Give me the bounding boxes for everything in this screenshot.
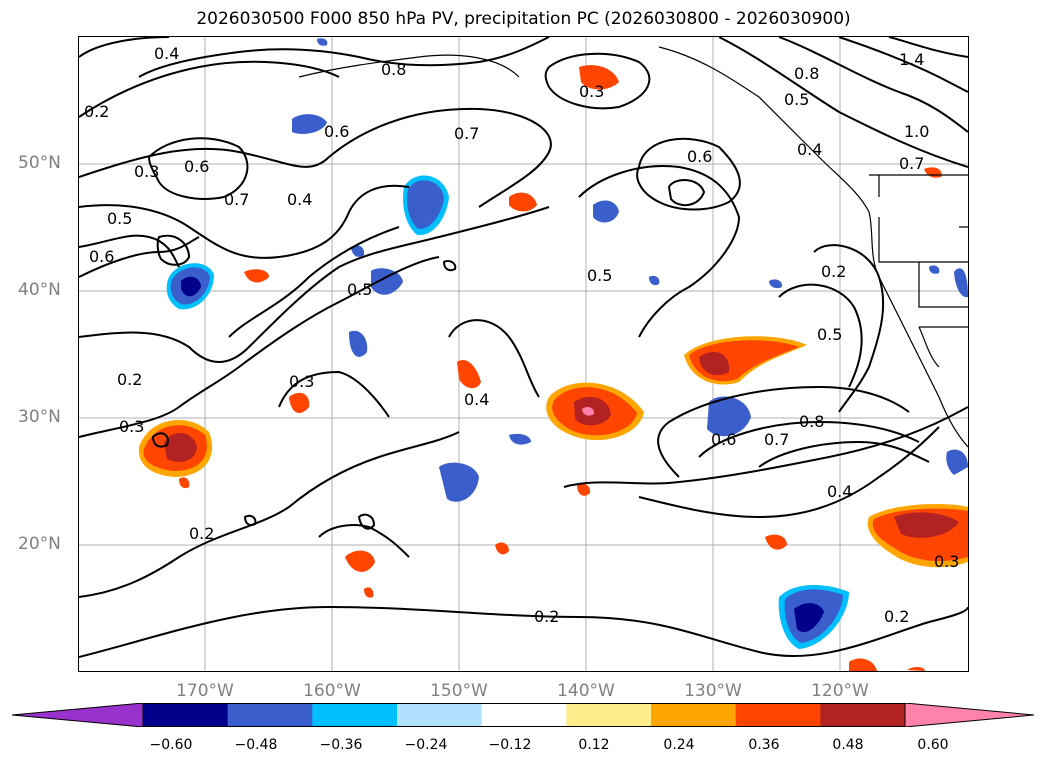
contour-label: 0.4	[797, 140, 822, 159]
contour-label: 0.4	[464, 390, 489, 409]
colorbar-segment	[651, 703, 737, 727]
colorbar-tick: −0.36	[319, 737, 363, 753]
negative-anomaly-blob	[403, 175, 449, 236]
positive-anomaly-blob	[867, 504, 968, 568]
contour-label: 0.4	[154, 44, 179, 63]
contour-label: 0.2	[534, 607, 559, 626]
contour-label: 0.5	[784, 90, 809, 109]
negative-anomaly-blob	[778, 585, 849, 649]
colorbar-tick: 0.12	[578, 737, 610, 753]
colorbar-tick: −0.12	[488, 737, 532, 753]
contour-label: 0.3	[934, 552, 959, 571]
colorbar-segment	[312, 703, 398, 727]
colorbar-svg	[12, 703, 1035, 727]
lat-label: 40°N	[18, 280, 61, 300]
gridlines	[79, 37, 968, 671]
contour-label: 0.2	[821, 262, 846, 281]
map-title: 2026030500 F000 850 hPa PV, precipitatio…	[196, 9, 851, 29]
negative-anomaly-blob	[166, 263, 214, 310]
contour-label: 0.5	[587, 266, 612, 285]
colorbar-tick: 0.60	[917, 737, 949, 753]
contour-label: 0.7	[454, 124, 479, 143]
small-negative-blobs	[292, 38, 968, 502]
contour-label: 1.0	[904, 122, 929, 141]
contour-label: 0.8	[794, 64, 819, 83]
positive-anomaly-blob	[546, 382, 644, 441]
colorbar-tick: −0.24	[404, 737, 448, 753]
colorbar-segment	[481, 703, 567, 727]
positive-anomaly-blob	[684, 336, 807, 385]
contour-label: 0.8	[381, 60, 406, 79]
contour-label: 0.7	[899, 154, 924, 173]
contour-label: 1.4	[899, 50, 924, 69]
contour-label: 0.6	[687, 147, 712, 166]
contour-label: 0.6	[711, 430, 736, 449]
coastlines	[298, 46, 968, 448]
colorbar-outline	[142, 703, 906, 727]
contour-label: 0.4	[287, 190, 312, 209]
contour-label: 0.2	[189, 524, 214, 543]
lon-label: 130°W	[684, 681, 742, 701]
contour-label: 0.5	[107, 209, 132, 228]
lon-label: 150°W	[430, 681, 488, 701]
colorbar-tick: 0.24	[663, 737, 695, 753]
contour-label: 0.6	[324, 122, 349, 141]
contour-label: 0.6	[89, 247, 114, 266]
colorbar-segment	[820, 703, 906, 727]
contour-label: 0.6	[184, 157, 209, 176]
precip-shading	[138, 38, 968, 671]
colorbar-extend-high	[904, 703, 1035, 727]
contour-label: 0.2	[84, 102, 109, 121]
contour-label: 0.8	[799, 412, 824, 431]
contour-label: 0.5	[817, 325, 842, 344]
map-panel: 0.4 0.2 0.3 0.6 0.7 0.5 0.6 0.7 0.4 0.5 …	[79, 37, 968, 671]
colorbar	[12, 703, 1036, 727]
contour-label: 0.2	[117, 370, 142, 389]
lon-label: 160°W	[303, 681, 361, 701]
lon-label: 170°W	[176, 681, 234, 701]
colorbar-segment	[735, 703, 821, 727]
colorbar-segment	[143, 703, 229, 727]
contour-label: 0.5	[347, 280, 372, 299]
contour-label: 0.7	[764, 430, 789, 449]
lat-label: 20°N	[18, 534, 61, 554]
colorbar-segment	[227, 703, 313, 727]
colorbar-tick: −0.48	[234, 737, 278, 753]
positive-anomaly-blob	[138, 420, 213, 477]
colorbar-tick: 0.36	[748, 737, 780, 753]
lon-label: 120°W	[811, 681, 869, 701]
lon-label: 140°W	[557, 681, 615, 701]
small-positive-blobs	[179, 65, 942, 671]
colorbar-tick: 0.48	[832, 737, 864, 753]
pv-contours	[79, 37, 968, 658]
contour-label: 0.4	[827, 482, 852, 501]
contour-label: 0.3	[119, 417, 144, 436]
pv-precip-map: 0.4 0.2 0.3 0.6 0.7 0.5 0.6 0.7 0.4 0.5 …	[79, 37, 968, 671]
contour-label: 0.3	[289, 372, 314, 391]
contour-labels: 0.4 0.2 0.3 0.6 0.7 0.5 0.6 0.7 0.4 0.5 …	[84, 44, 959, 626]
contour-label: 0.7	[224, 190, 249, 209]
lat-label: 30°N	[18, 407, 61, 427]
contour-label: 0.3	[579, 82, 604, 101]
colorbar-segment	[397, 703, 483, 727]
colorbar-extend-low	[12, 703, 144, 727]
contour-label: 0.2	[884, 607, 909, 626]
contour-label: 0.3	[134, 162, 159, 181]
lat-label: 50°N	[18, 153, 61, 173]
colorbar-tick: −0.60	[149, 737, 193, 753]
colorbar-segment	[566, 703, 652, 727]
